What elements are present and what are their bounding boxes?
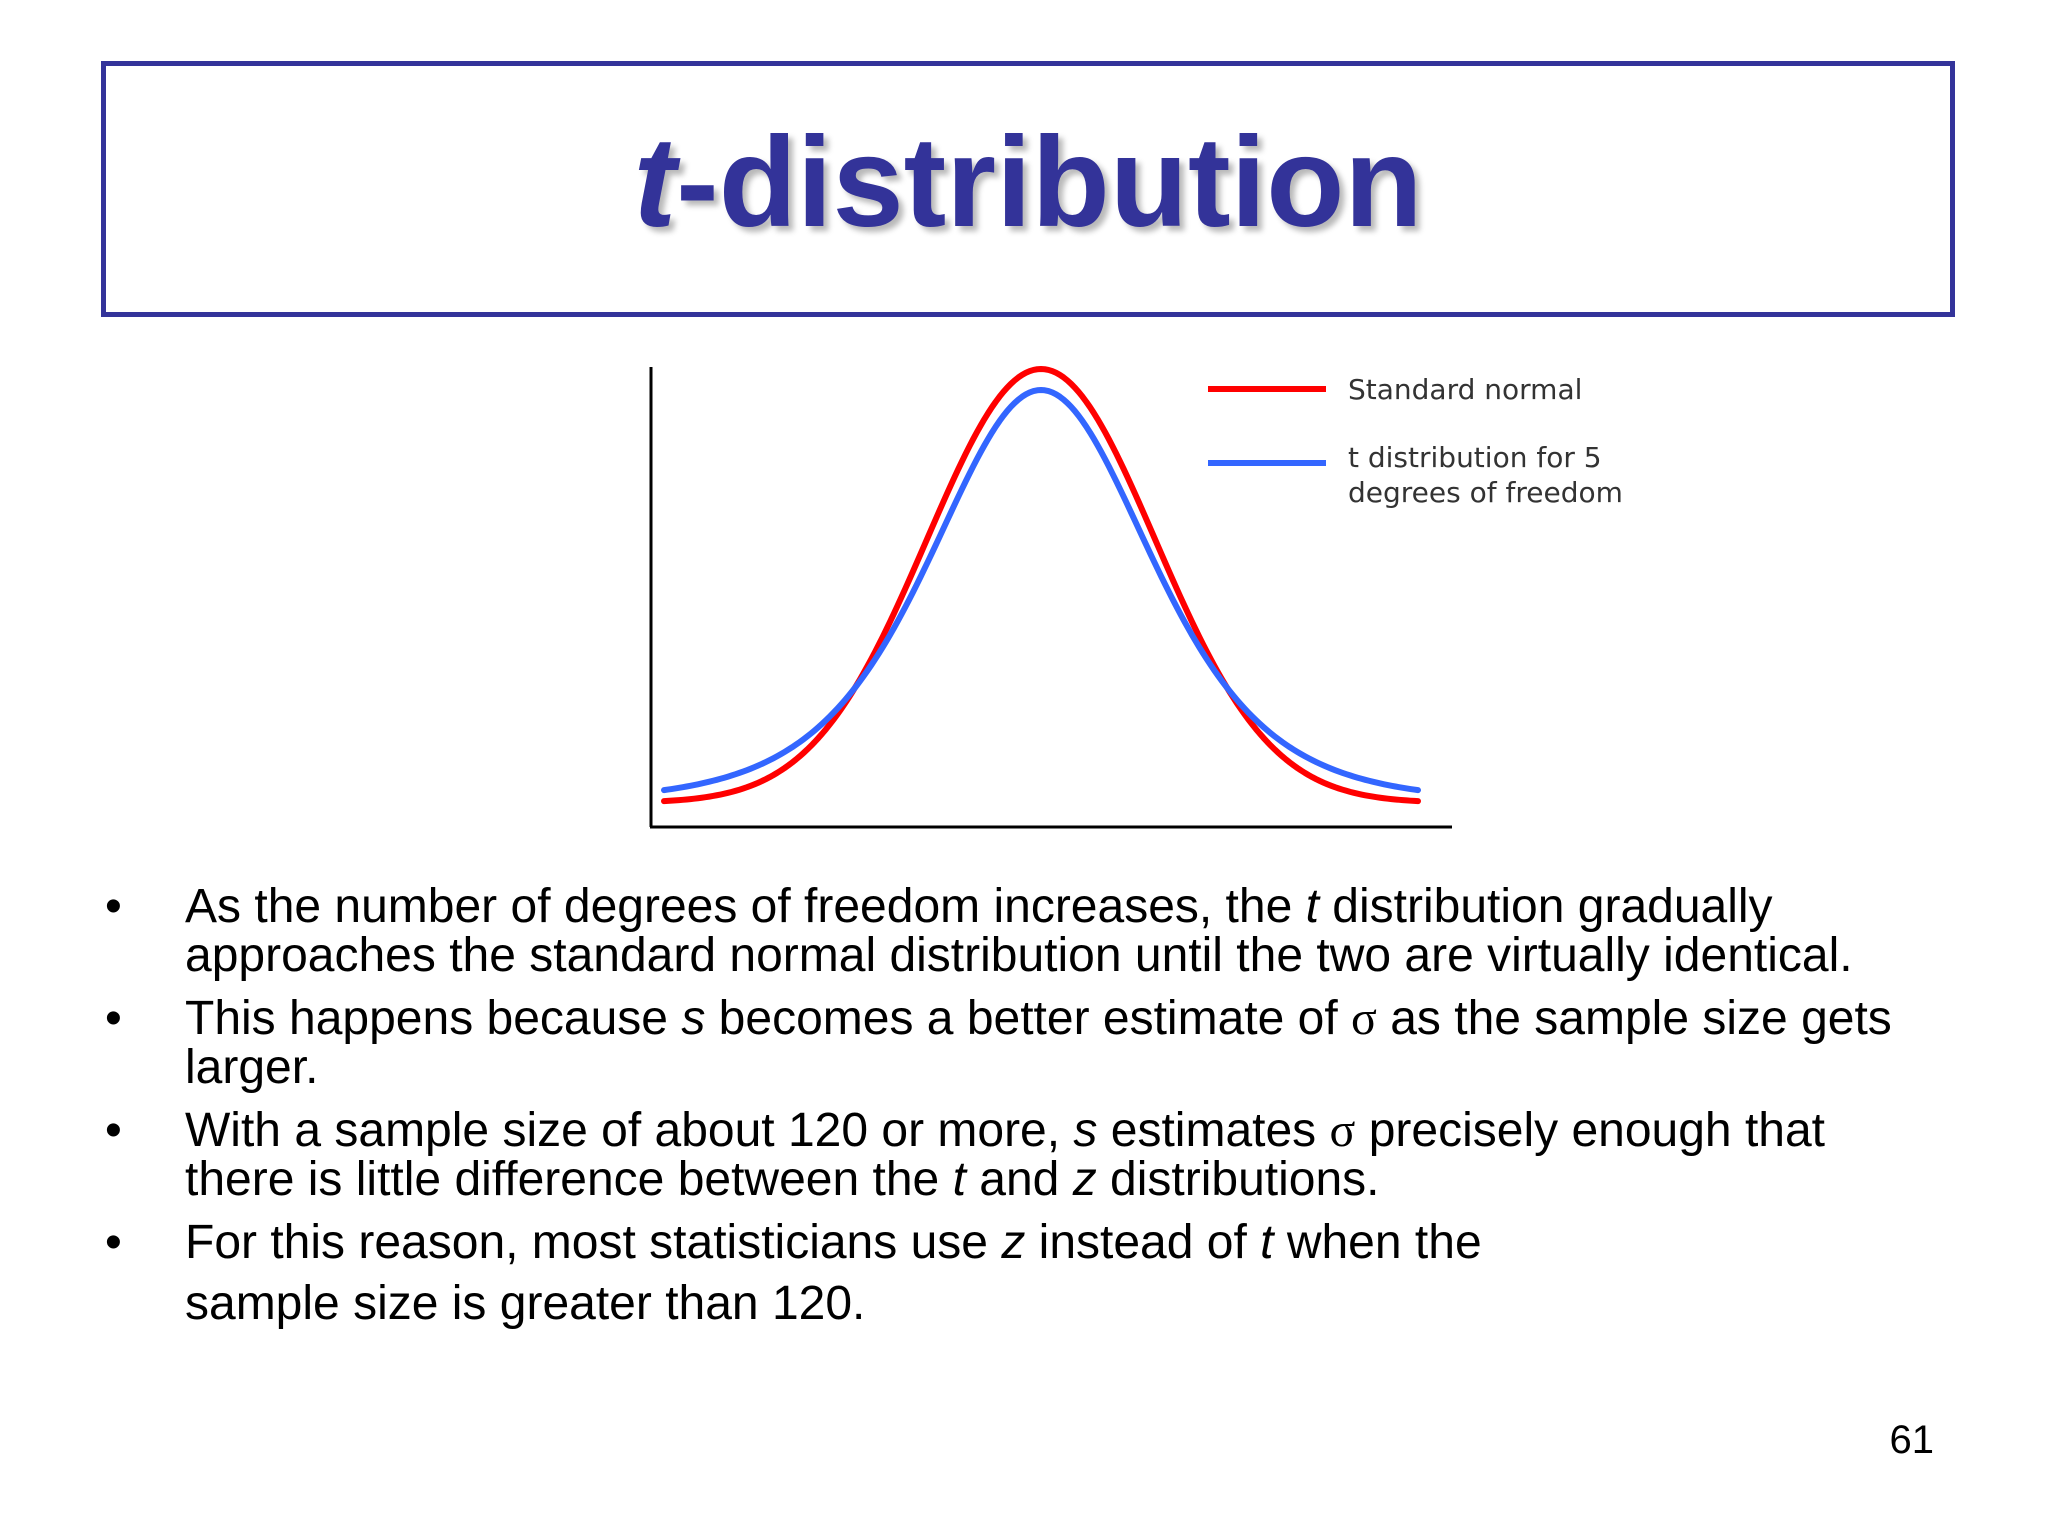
bullet-text-segment: As the number of degrees of freedom incr… bbox=[185, 880, 1306, 933]
legend-label-t-distribution: t distribution for 5 degrees of freedom bbox=[1348, 441, 1623, 509]
series-line-t-distribution bbox=[661, 387, 1421, 794]
bullet-text-segment: z bbox=[1072, 1153, 1097, 1206]
bullet-text-segment: and bbox=[965, 1153, 1073, 1206]
page-number: 61 bbox=[1889, 1418, 1935, 1462]
legend-label-standard-normal: Standard normal bbox=[1348, 373, 1582, 406]
legend-label-line: Standard normal bbox=[1348, 373, 1582, 406]
bullet-marker: • bbox=[105, 1216, 122, 1269]
title-box: t-distribution bbox=[101, 61, 1955, 317]
bullet-text-segment: σ bbox=[1351, 992, 1377, 1045]
bullet-marker: • bbox=[105, 992, 122, 1045]
bullet-text-segment: This happens because bbox=[185, 992, 682, 1045]
legend-label-line: t distribution for 5 bbox=[1348, 441, 1602, 474]
bullet-item: • With a sample size of about 120 or more… bbox=[105, 1106, 1945, 1204]
bullet-text-segment: z bbox=[1001, 1216, 1026, 1269]
bullet-continuation: sample size is greater than 120. bbox=[185, 1277, 866, 1330]
bullet-text-segment: estimates bbox=[1097, 1104, 1330, 1157]
bullet-text-segment: σ bbox=[1329, 1104, 1356, 1157]
bullet-text-segment: s bbox=[681, 992, 706, 1045]
bullet-text-segment: distributions. bbox=[1096, 1153, 1380, 1206]
bullet-text-segment: t bbox=[1305, 880, 1319, 933]
bullet-list: • As the number of degrees of freedom inc… bbox=[105, 882, 1945, 1342]
bullet-item: • This happens because s becomes a better… bbox=[105, 994, 1945, 1092]
bullet-text-segment: precisely enough that there is little di… bbox=[185, 1104, 1826, 1206]
bullet-item: • For this reason, most statisticians use… bbox=[105, 1218, 1945, 1328]
series-line-standard-normal bbox=[661, 366, 1421, 805]
bullet-text-segment: as the sample size gets larger. bbox=[185, 992, 1892, 1094]
bullet-text-segment: t bbox=[1260, 1216, 1274, 1269]
bullet-text-segment: distribution gradually approaches the st… bbox=[185, 880, 1853, 982]
bullet-item: • As the number of degrees of freedom inc… bbox=[105, 882, 1945, 980]
title-italic-t: t bbox=[633, 111, 677, 254]
distribution-chart: Standard normal t distribution for 5 deg… bbox=[649, 366, 1623, 829]
title-rest: -distribution bbox=[676, 111, 1423, 254]
bullet-text-segment: For this reason, most statisticians use bbox=[185, 1216, 1002, 1269]
bullet-text-segment: s bbox=[1073, 1104, 1098, 1157]
bullet-text-segment: t bbox=[952, 1153, 966, 1206]
bullet-text-segment: With a sample size of about 120 or more, bbox=[185, 1104, 1074, 1157]
bullet-text-segment: becomes a better estimate of bbox=[705, 992, 1351, 1045]
slide-title: t-distribution bbox=[633, 119, 1422, 247]
bullet-marker: • bbox=[105, 1104, 122, 1157]
bullet-text-segment: when the bbox=[1273, 1216, 1482, 1269]
bullet-marker: • bbox=[105, 880, 122, 933]
legend-label-line: degrees of freedom bbox=[1348, 476, 1623, 509]
bullet-text-segment: instead of bbox=[1025, 1216, 1261, 1269]
